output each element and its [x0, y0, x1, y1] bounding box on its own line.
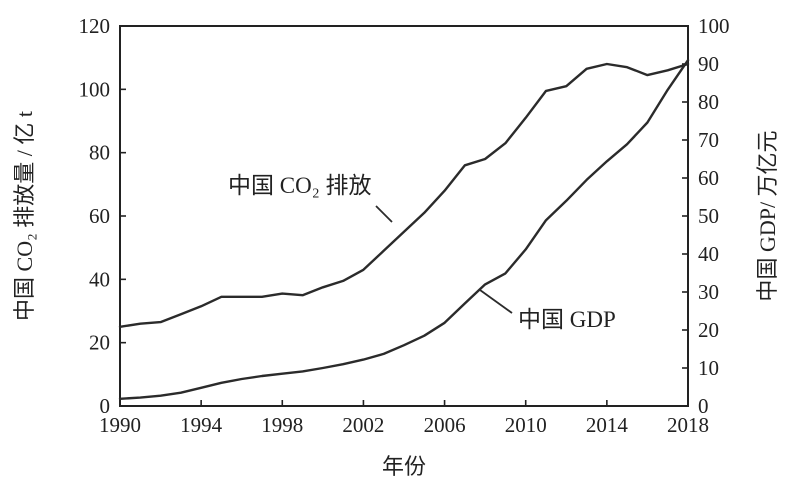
- right-y-tick-label: 90: [698, 52, 719, 76]
- x-tick-label: 2006: [424, 413, 466, 437]
- co2-emissions-line: [118, 62, 690, 328]
- x-tick-label: 1998: [261, 413, 303, 437]
- co2-series-label: 中国 CO₂ 排放: [228, 173, 371, 198]
- right-y-tick-label: 10: [698, 356, 719, 380]
- right-y-axis: 0 10 20 30 40 50 60 70 80 90 100: [682, 14, 730, 418]
- right-y-tick-label: 30: [698, 280, 719, 304]
- x-tick-label: 1990: [99, 413, 141, 437]
- x-tick-label: 2002: [342, 413, 384, 437]
- left-y-tick-label: 40: [89, 267, 110, 291]
- left-y-tick-label: 60: [89, 204, 110, 228]
- x-tick-label: 2018: [667, 413, 709, 437]
- right-y-tick-label: 80: [698, 90, 719, 114]
- right-y-tick-label: 40: [698, 242, 719, 266]
- x-tick-label: 2014: [586, 413, 629, 437]
- left-y-tick-label: 120: [79, 14, 111, 38]
- left-y-axis: 0 20 40 60 80 100 120: [79, 14, 126, 418]
- left-y-tick-label: 20: [89, 331, 110, 355]
- gdp-series-label: 中国 GDP: [518, 307, 616, 332]
- x-tick-label: 1994: [180, 413, 223, 437]
- left-y-tick-label: 0: [100, 394, 111, 418]
- gdp-label-leader: [479, 289, 513, 314]
- plot-frame: [119, 25, 689, 407]
- series-layer: [118, 59, 690, 400]
- right-y-tick-label: 70: [698, 128, 719, 152]
- right-y-tick-label: 60: [698, 166, 719, 190]
- x-axis: 1990 1994 1998 2002 2006 2010 2014 2018: [99, 400, 709, 437]
- x-axis-title: 年份: [382, 454, 426, 479]
- right-y-axis-title: 中国 GDP/ 万亿元: [755, 130, 780, 301]
- co2-label-leader: [375, 205, 393, 223]
- left-y-tick-label: 80: [89, 141, 110, 165]
- left-y-tick-label: 100: [79, 77, 111, 101]
- gdp-line: [118, 59, 690, 400]
- right-y-tick-label: 50: [698, 204, 719, 228]
- x-tick-label: 2010: [505, 413, 547, 437]
- right-y-tick-label: 0: [698, 394, 709, 418]
- right-y-tick-label: 100: [698, 14, 730, 38]
- right-y-tick-label: 20: [698, 318, 719, 342]
- left-y-axis-title: 中国 CO₂ 排放量 / 亿 t: [12, 111, 37, 321]
